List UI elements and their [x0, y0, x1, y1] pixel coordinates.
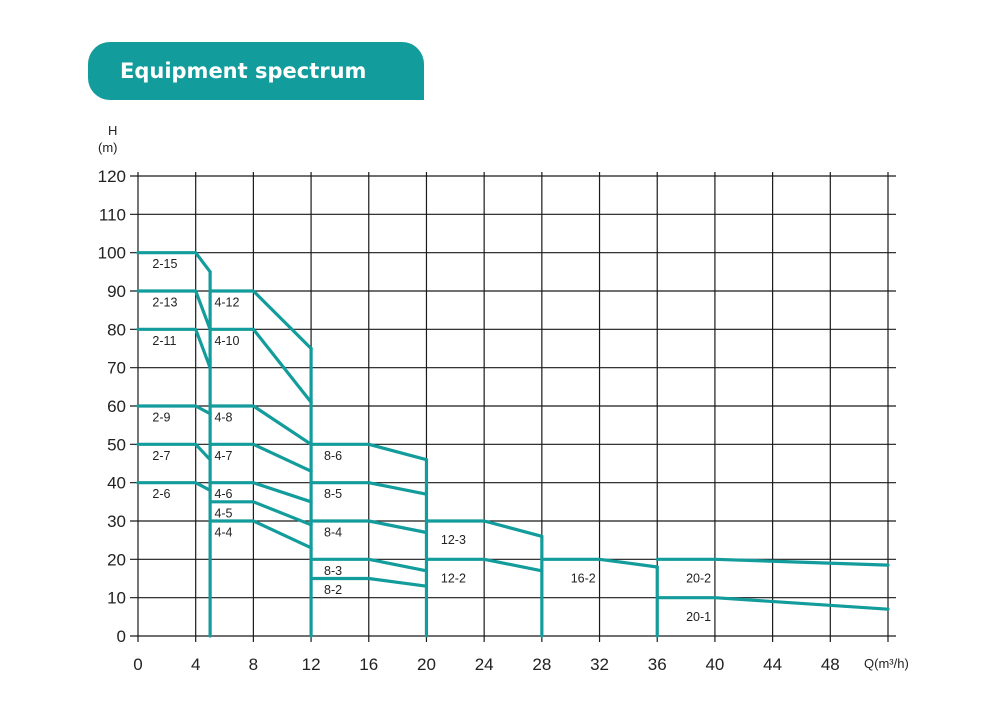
- curve-2-15: [136, 251, 212, 274]
- y-tick-label-120: 120: [98, 167, 126, 186]
- series-label-4-10: 4-10: [214, 334, 239, 348]
- chart-title: Equipment spectrum: [120, 59, 367, 83]
- series-label-8-4: 8-4: [324, 526, 342, 540]
- series-label-4-4: 4-4: [214, 526, 232, 540]
- x-tick-label-40: 40: [705, 655, 724, 674]
- series-label-4-7: 4-7: [214, 449, 232, 463]
- curve-20-1: [655, 596, 890, 611]
- series-label-20-2: 20-2: [686, 572, 711, 586]
- curve-8-4: [309, 519, 429, 535]
- curve-2-6: [136, 481, 212, 492]
- y-tick-label-10: 10: [107, 589, 126, 608]
- y-tick-label-100: 100: [98, 244, 126, 263]
- curve-8-3: [309, 557, 429, 573]
- series-label-2-7: 2-7: [152, 449, 170, 463]
- series-label-8-2: 8-2: [324, 583, 342, 597]
- curve-4-6: [208, 481, 313, 504]
- y-tick-label-70: 70: [107, 359, 126, 378]
- y-tick-label-60: 60: [107, 397, 126, 416]
- x-tick-label-32: 32: [590, 655, 609, 674]
- y-axis-title: H: [108, 123, 117, 138]
- series-label-2-6: 2-6: [152, 487, 170, 501]
- series-label-16-2: 16-2: [571, 572, 596, 586]
- curve-2-7: [136, 442, 212, 462]
- series-label-2-13: 2-13: [152, 296, 177, 310]
- series-label-4-6: 4-6: [214, 487, 232, 501]
- curve-8-5: [309, 481, 429, 496]
- x-tick-label-12: 12: [302, 655, 321, 674]
- curve-4-4: [208, 519, 313, 550]
- x-tick-label-24: 24: [475, 655, 494, 674]
- series-label-12-2: 12-2: [441, 572, 466, 586]
- x-tick-label-8: 8: [249, 655, 258, 674]
- curve-12-3: [424, 519, 544, 538]
- x-tick-label-16: 16: [359, 655, 378, 674]
- series-label-2-9: 2-9: [152, 411, 170, 425]
- x-tick-label-48: 48: [821, 655, 840, 674]
- series-label-4-5: 4-5: [214, 506, 232, 520]
- series-labels: 2-15 2-13 2-11 2-9 2-7 2-6 4-12 4-10 4-8 4-7 4-6 4-…: [152, 257, 711, 624]
- y-tick-label-110: 110: [99, 205, 126, 224]
- y-tick-label-80: 80: [107, 320, 126, 339]
- curve-2-11: [136, 327, 212, 370]
- x-axis-title: Q(m³/h): [864, 656, 909, 671]
- curve-4-10: [208, 327, 313, 404]
- x-tick-label-4: 4: [191, 655, 200, 674]
- curve-8-2: [309, 576, 429, 588]
- curve-2-13: [136, 289, 212, 331]
- series-label-8-6: 8-6: [324, 449, 342, 463]
- curve-8-6: [309, 442, 429, 462]
- y-tick-label-40: 40: [107, 474, 126, 493]
- y-tick-label-30: 30: [107, 512, 126, 531]
- series-label-4-8: 4-8: [214, 411, 232, 425]
- series-label-8-5: 8-5: [324, 487, 342, 501]
- y-tick-label-90: 90: [107, 282, 126, 301]
- performance-curves: [136, 251, 890, 638]
- y-axis-unit: (m): [98, 140, 118, 155]
- series-label-2-15: 2-15: [152, 257, 177, 271]
- curve-4-12: [208, 289, 313, 351]
- x-tick-label-28: 28: [532, 655, 551, 674]
- series-label-4-12: 4-12: [214, 296, 239, 310]
- series-label-20-1: 20-1: [686, 610, 711, 624]
- curve-4-7: [208, 442, 313, 473]
- curve-4-5: [208, 500, 313, 527]
- curve-12-2: [424, 557, 544, 573]
- curve-4-8: [208, 404, 313, 446]
- y-tick-label-20: 20: [107, 550, 126, 569]
- curve-20-2: [655, 557, 890, 567]
- chart-title-tab: Equipment spectrum: [88, 42, 424, 100]
- y-tick-label-50: 50: [107, 435, 126, 454]
- series-label-8-3: 8-3: [324, 564, 342, 578]
- y-tick-label-0: 0: [117, 627, 126, 646]
- curve-16-2: [540, 557, 659, 569]
- x-tick-label-36: 36: [648, 655, 667, 674]
- series-label-12-3: 12-3: [441, 533, 466, 547]
- x-tick-label-44: 44: [763, 655, 782, 674]
- x-tick-label-0: 0: [133, 655, 142, 674]
- series-label-2-11: 2-11: [152, 334, 176, 348]
- curve-2-9: [136, 404, 212, 416]
- x-tick-label-20: 20: [417, 655, 436, 674]
